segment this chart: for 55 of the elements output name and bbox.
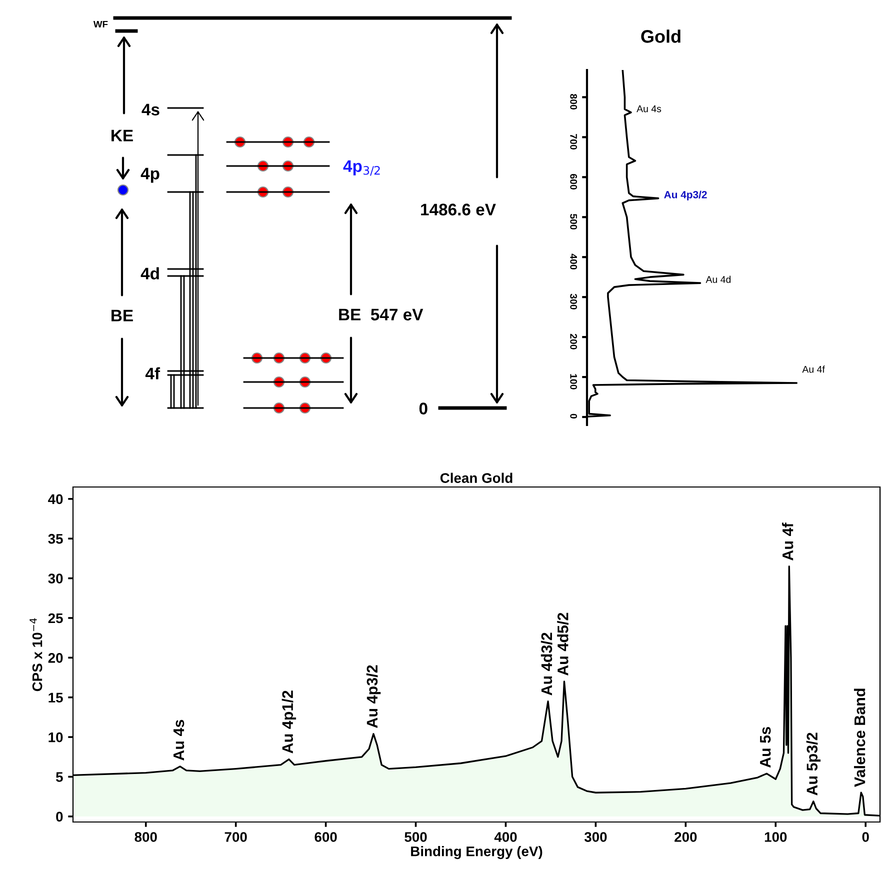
annotation: Au 4f (782, 522, 794, 560)
text: 4p (140, 168, 160, 183)
x-tick-label: 0 (862, 832, 869, 842)
annotation: Au 4s (636, 105, 662, 112)
text: 4f (145, 367, 160, 380)
text: 1486.6 eV (421, 204, 496, 216)
y-tick-label: 40 (48, 494, 63, 504)
y-tick-label: 5 (56, 772, 63, 782)
text: 4p$_{3/2}$ (343, 160, 380, 176)
x-tick-label: 600 (314, 832, 337, 842)
x-tick-label: 100 (764, 832, 787, 842)
chart-title: Clean Gold (440, 472, 512, 483)
x-tick-label: 400 (494, 832, 517, 842)
x-tick-label: 500 (404, 832, 427, 842)
y-axis-title: CPS x 10$^{−4}$ (30, 618, 42, 692)
y-tick-label: 200 (570, 334, 578, 350)
x-tick-label: 800 (134, 832, 157, 842)
text: BE 547 eV (339, 308, 424, 320)
text: 4d (140, 267, 159, 280)
y-tick-label: 300 (570, 294, 578, 310)
y-tick-label: 35 (48, 534, 63, 544)
text: BE (112, 310, 133, 322)
annotation: Au 4d5/2 (557, 612, 568, 676)
annotation: Au 4s (174, 720, 184, 760)
text: WF (93, 20, 108, 28)
annotation: Valence Band (854, 688, 866, 787)
annotation: Au 4p3/2 (366, 665, 381, 728)
y-tick-label: 0 (570, 414, 578, 418)
x-tick-label: 200 (674, 832, 697, 842)
chart-title: Gold (641, 30, 680, 43)
y-tick-label: 800 (570, 94, 578, 110)
annotation: Au 5p3/2 (806, 732, 821, 796)
x-tick-label: 300 (584, 832, 607, 842)
y-tick-label: 15 (48, 692, 63, 703)
x-axis-title: Binding Energy (eV) (411, 846, 542, 860)
y-tick-label: 600 (570, 174, 578, 190)
annotation: Au 4d (706, 276, 731, 283)
x-tick-label: 700 (224, 832, 247, 842)
y-tick-label: 25 (48, 613, 63, 624)
y-tick-label: 10 (48, 732, 63, 742)
text: 4s (142, 104, 160, 116)
annotation: Au 4d3/2 (540, 632, 552, 696)
text: KE (112, 130, 133, 142)
y-tick-label: 700 (570, 134, 578, 150)
y-tick-label: 20 (48, 653, 63, 663)
y-tick-label: 0 (56, 812, 63, 822)
annotation: Au 5s (760, 727, 771, 768)
annotation: Au 4p1/2 (282, 690, 296, 754)
y-tick-label: 400 (570, 254, 578, 270)
y-tick-label: 100 (570, 374, 578, 390)
y-tick-label: 500 (570, 214, 578, 230)
text: 0 (419, 402, 428, 414)
annotation: Au 4p3/2 (664, 190, 707, 200)
y-tick-label: 30 (48, 574, 63, 584)
annotation: Au 4f (802, 366, 825, 373)
